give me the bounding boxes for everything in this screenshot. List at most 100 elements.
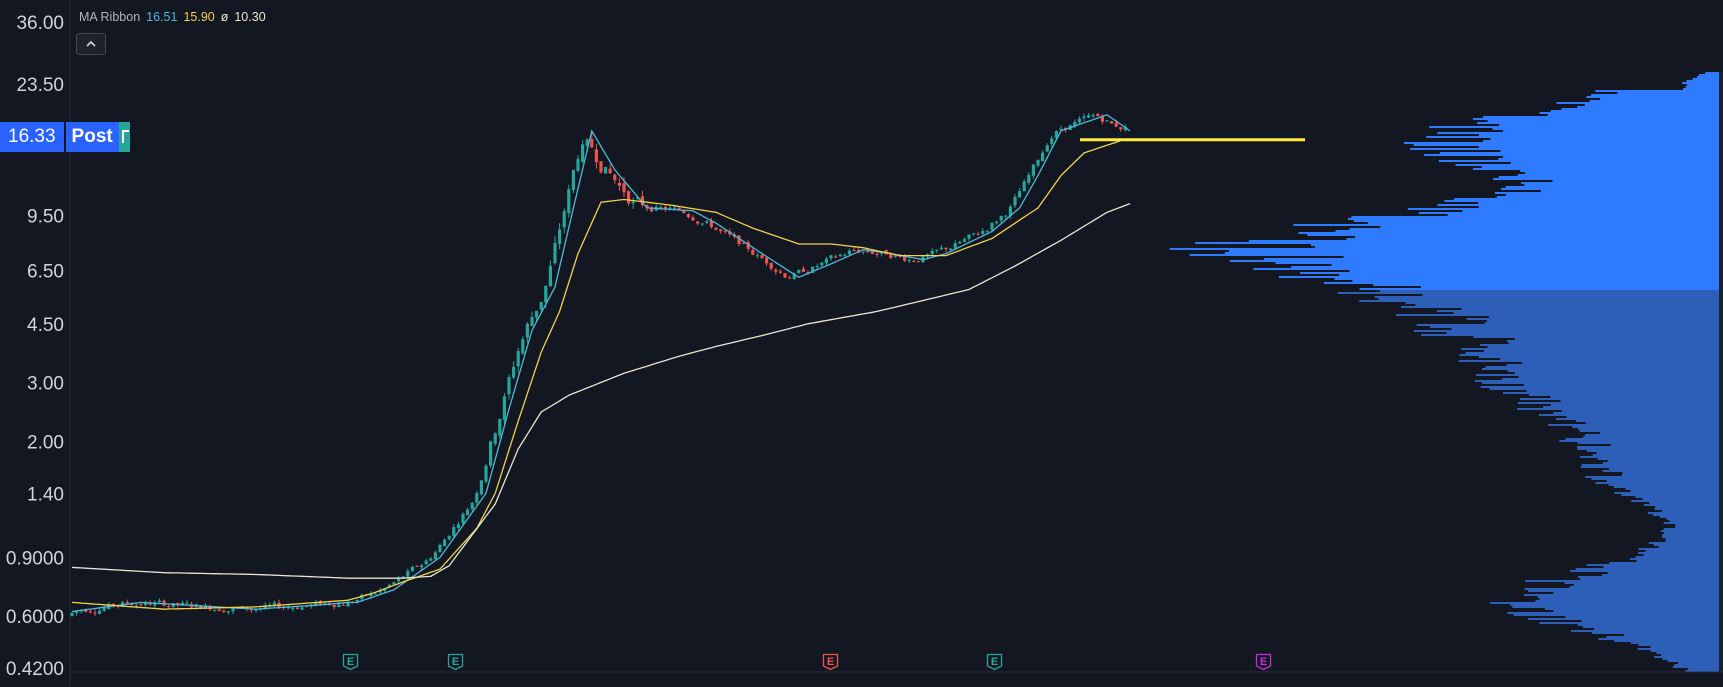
earnings-marker[interactable]: E — [342, 653, 359, 671]
volume-profile-bar — [1263, 258, 1723, 260]
volume-profile-bar — [1607, 572, 1723, 574]
candle-up — [401, 576, 405, 578]
volume-profile-bar — [1579, 456, 1723, 458]
volume-profile-bar — [1349, 228, 1723, 230]
flag-icon[interactable] — [118, 122, 130, 152]
candlesticks — [70, 112, 1127, 617]
volume-profile-bar — [1461, 308, 1723, 310]
earnings-badge-icon — [822, 653, 839, 671]
candle-up — [134, 605, 138, 607]
candle-up — [337, 604, 341, 608]
volume-profile-bar — [1405, 302, 1723, 304]
candle-up — [70, 612, 74, 616]
earnings-marker[interactable]: E — [822, 653, 839, 671]
volume-profile-bar — [1592, 454, 1723, 456]
volume-profile-bar — [1458, 360, 1723, 362]
candle-up — [981, 231, 985, 234]
volume-profile-bar — [1483, 116, 1723, 118]
candle-down — [742, 242, 746, 244]
volume-profile-bar — [1477, 122, 1723, 124]
ma-slow-line — [71, 202, 1131, 579]
candle-down — [875, 253, 879, 255]
candle-up — [314, 602, 318, 606]
legend-collapse-button[interactable] — [76, 33, 106, 55]
volume-profile-bar — [1521, 362, 1723, 364]
candle-up — [847, 250, 851, 255]
candle-down — [778, 271, 782, 273]
price-tick-label: 0.6000 — [6, 607, 64, 628]
volume-profile-bar — [1500, 150, 1723, 152]
volume-profile-bar — [1571, 630, 1723, 632]
price-tick-label: 3.00 — [27, 374, 64, 395]
volume-profile-bar — [1559, 440, 1723, 442]
volume-profile-bar — [1535, 600, 1723, 602]
volume-profile-bar — [1482, 382, 1723, 384]
volume-profile-bar — [1602, 462, 1723, 464]
price-axis[interactable]: 36.00 23.50 9.50 6.50 4.50 3.00 2.00 1.40 0.9000… — [6, 0, 1723, 687]
candle-up — [1087, 115, 1091, 118]
volume-profile-bar — [1334, 278, 1723, 280]
volume-profile-bar — [1650, 650, 1723, 652]
candle-down — [645, 205, 649, 209]
earnings-marker[interactable]: E — [447, 653, 464, 671]
volume-profile-bar — [1583, 436, 1723, 438]
volume-profile-bar — [1587, 450, 1723, 452]
volume-profile-bar — [1662, 534, 1723, 536]
candle-up — [226, 611, 230, 613]
volume-profile-bar — [1481, 166, 1723, 168]
volume-profile-bar — [1494, 192, 1723, 194]
volume-profile-bar — [1553, 412, 1723, 414]
volume-profile-bar — [1228, 250, 1723, 252]
volume-profile-bar — [1351, 216, 1723, 218]
volume-profile-bar — [1310, 244, 1723, 246]
candle-down — [341, 604, 345, 606]
volume-profile-bar — [1506, 364, 1723, 366]
volume-profile-bar — [1447, 214, 1723, 216]
volume-profile-bar — [1573, 584, 1723, 586]
candle-down — [852, 249, 856, 251]
volume-profile-bar — [1481, 368, 1723, 370]
volume-profile-bar — [1429, 126, 1723, 128]
candle-down — [682, 209, 686, 214]
volume-profile-bar — [1339, 274, 1723, 276]
ma-ribbon — [71, 114, 1131, 613]
candle-up — [930, 250, 934, 255]
volume-profile-bar — [1654, 656, 1723, 658]
volume-profile-bar — [1586, 96, 1723, 98]
volume-profile-bar — [1352, 280, 1723, 282]
volume-profile-bar — [1705, 72, 1723, 74]
candle-up — [484, 465, 488, 482]
current-price-tag[interactable]: 16.33 Post — [0, 122, 130, 152]
earnings-marker[interactable]: E — [986, 653, 1003, 671]
candle-up — [548, 265, 552, 287]
candle-up — [272, 602, 276, 605]
volume-profile-bar — [1688, 668, 1723, 670]
candle-up — [1050, 138, 1054, 144]
volume-profile-bar — [1548, 424, 1723, 426]
candle-down — [139, 604, 143, 606]
volume-profile-bar — [1195, 242, 1723, 244]
volume-profile-bar — [1525, 580, 1723, 582]
volume-profile-bar — [1466, 318, 1723, 320]
volume-profile-bar — [1473, 168, 1723, 170]
indicator-legend[interactable]: MA Ribbon 16.51 15.90 ø 10.30 — [79, 10, 266, 24]
volume-profile-bar — [1307, 234, 1723, 236]
indicator-name[interactable]: MA Ribbon — [79, 10, 141, 24]
volume-profile-bar — [1510, 604, 1723, 606]
earnings-label: E — [346, 656, 355, 668]
candle-down — [222, 610, 226, 613]
volume-profile-bar — [1669, 520, 1723, 522]
earnings-badge-icon — [447, 653, 464, 671]
volume-profile-bar — [1550, 404, 1723, 406]
candle-up — [452, 527, 456, 536]
earnings-marker[interactable]: E — [1255, 653, 1272, 671]
volume-profile-bar — [1602, 470, 1723, 472]
volume-profile-bar — [1437, 204, 1723, 206]
volume-profile-bar — [1359, 300, 1723, 302]
volume-profile-bar — [1478, 134, 1723, 136]
volume-profile-bar — [1643, 504, 1723, 506]
volume-profile-bar — [1298, 232, 1723, 234]
volume-profile-bar — [1526, 390, 1723, 392]
